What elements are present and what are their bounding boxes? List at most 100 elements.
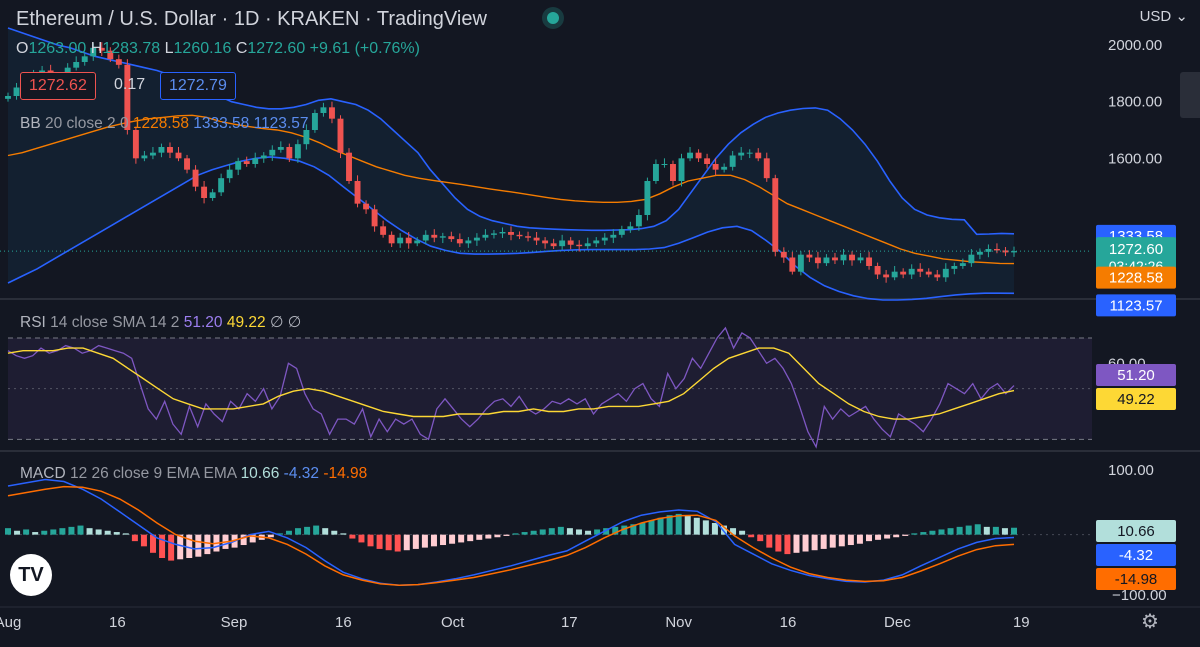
macd-signal-tag-label: -14.98 (1115, 571, 1158, 588)
candle-body (115, 59, 122, 65)
macd-histogram-bar (412, 534, 419, 549)
macd-histogram-bar (992, 526, 999, 535)
macd-histogram-bar (965, 525, 972, 535)
macd-histogram-bar (240, 534, 247, 546)
candle-body (346, 152, 352, 181)
macd-histogram-bar (865, 534, 872, 542)
candle-body (81, 56, 88, 62)
chart-title: Ethereum / U.S. Dollar · 1D · KRAKEN · T… (16, 8, 487, 30)
macd-histogram-bar (385, 534, 392, 551)
time-tick-label: 19 (1013, 614, 1030, 631)
candle-body (473, 237, 480, 241)
macd-histogram-bar (693, 517, 700, 535)
candle-body (610, 234, 617, 238)
ohlc-legend: O1263.00 H1283.78 L1260.16 C1272.60 +9.6… (16, 40, 420, 58)
macd-histogram-bar (267, 534, 274, 538)
candle-body (840, 254, 847, 261)
candle-body (132, 130, 139, 159)
candle-body (584, 243, 591, 247)
candle-body (405, 237, 412, 244)
candle-body (439, 236, 446, 238)
candle-body (39, 70, 46, 74)
candle-body (755, 152, 762, 159)
macd-histogram-bar (630, 524, 637, 535)
macd-legend[interactable]: MACD 12 26 close 9 EMA EMA 10.66 -4.32 -… (20, 465, 367, 483)
candle-body (934, 274, 941, 278)
rsi-value-tag-label: 51.20 (1117, 367, 1155, 384)
time-tick-label: Nov (665, 614, 692, 631)
candle-body (678, 158, 685, 181)
macd-histogram-bar (648, 520, 655, 535)
candle-body (559, 240, 566, 247)
high-label: H (90, 40, 103, 57)
macd-histogram-bar (358, 534, 365, 543)
candle-body (883, 274, 890, 278)
gear-icon[interactable]: ⚙ (1141, 611, 1159, 633)
candle-body (763, 158, 770, 179)
macd-hist-value: 10.66 (240, 465, 280, 482)
candle-body (158, 147, 165, 153)
tradingview-logo[interactable]: TV (10, 554, 52, 596)
macd-histogram-bar (938, 529, 945, 535)
rsi-sma-tag-label: 49.22 (1117, 391, 1155, 408)
market-open-status-icon (547, 12, 559, 24)
spread-value: 0.17 (114, 76, 146, 93)
bb-lower-line (7, 156, 1015, 301)
candle-body (329, 107, 335, 119)
currency-selector[interactable]: USD ⌄ (1140, 7, 1188, 25)
macd-histogram-bar (512, 533, 519, 535)
macd-histogram-bar (394, 534, 401, 552)
time-tick-label: 17 (561, 614, 578, 631)
macd-histogram-bar (802, 534, 809, 552)
candle-body (797, 254, 804, 272)
macd-histogram-bar (711, 522, 718, 535)
bb-lower-tag (1096, 294, 1176, 317)
candle-body (635, 215, 642, 227)
macd-histogram-bar (68, 526, 75, 535)
macd-histogram-bar (666, 515, 673, 535)
macd-histogram-bar (77, 525, 84, 535)
candle-body (601, 237, 608, 241)
rsi-sma-value: 49.22 (226, 314, 266, 331)
sell-button[interactable]: 1272.62 (20, 72, 96, 100)
macd-histogram-bar (1011, 527, 1017, 535)
macd-histogram-bar (811, 534, 818, 551)
macd-histogram-bar (485, 534, 492, 539)
chevron-down-icon: ⌄ (1175, 8, 1188, 25)
candle-body (746, 152, 753, 154)
candle-body (311, 113, 318, 130)
macd-histogram-bar (766, 534, 773, 548)
macd-histogram-bar (349, 534, 356, 539)
candle-body (303, 130, 310, 145)
candle-body (627, 226, 634, 230)
bb-lower-tag-label: 1123.57 (1109, 297, 1162, 314)
macd-histogram-bar (838, 534, 845, 547)
macd-histogram-bar (177, 534, 184, 560)
candle-body (985, 249, 992, 252)
macd-line (7, 478, 1015, 586)
close-value: 1272.60 (247, 40, 306, 57)
macd-histogram-bar (757, 534, 764, 542)
candle-body (269, 149, 276, 156)
macd-value-tag (1096, 544, 1176, 566)
rsi-legend[interactable]: RSI 14 close SMA 14 2 51.20 49.22 ∅ ∅ (20, 313, 301, 332)
candle-body (951, 266, 958, 269)
macd-histogram-bar (168, 534, 175, 561)
time-tick-label: Dec (884, 614, 911, 631)
candle-body (260, 155, 267, 159)
candle-body (252, 158, 259, 164)
side-toolbar-toggle[interactable] (1180, 72, 1200, 118)
candle-body (490, 233, 497, 235)
macd-histogram-bar (557, 526, 564, 535)
candle-body (644, 181, 651, 215)
bb-legend[interactable]: BB 20 close 2 0 1228.58 1333.58 1123.57 (20, 115, 308, 133)
macd-histogram-bar (14, 530, 21, 535)
candle-body (925, 271, 932, 275)
buy-button[interactable]: 1272.79 (160, 72, 236, 100)
candle-body (124, 64, 131, 130)
bb-band-fill (8, 28, 1014, 300)
rsi-line (7, 326, 1015, 449)
macd-signal-line (7, 485, 1015, 586)
